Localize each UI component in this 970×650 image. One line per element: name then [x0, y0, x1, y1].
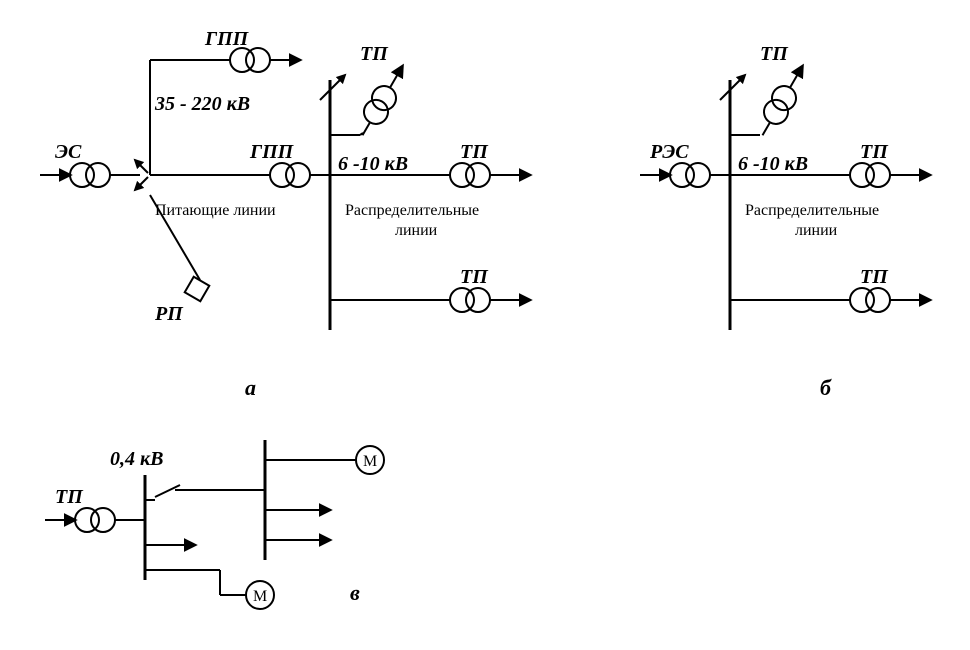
res-transformer-icon	[670, 163, 710, 187]
feed-lines-label: Питающие линии	[155, 202, 276, 219]
tp-c-label: ТП	[55, 486, 84, 508]
volt-c-label: 0,4 кВ	[110, 448, 163, 470]
motor-2-label: М	[363, 453, 377, 470]
tp-c-transformer-icon	[75, 508, 115, 532]
dist-lines-b-1: Распределительные	[745, 202, 879, 219]
dist-lines-a-2: линии	[395, 222, 438, 239]
diagram-b: РЭС ТП 6 -10 кВ ТП ТП Распределительные …	[640, 43, 930, 400]
tp-bot-b-transformer-icon	[850, 288, 890, 312]
caption-a: а	[245, 375, 256, 400]
gpp-top-transformer-icon	[230, 48, 270, 72]
caption-c: в	[350, 580, 360, 605]
tp-top-b-transformer-icon	[752, 60, 813, 141]
dist-lines-a-1: Распределительные	[345, 202, 479, 219]
es-label: ЭС	[55, 141, 82, 163]
diagram-a: ЭС ГПП 35 - 220 кВ ГПП Питающие линии РП…	[40, 28, 530, 400]
tp-top-transformer-icon	[352, 60, 413, 141]
gpp-top-label: ГПП	[204, 28, 250, 50]
gpp-mid-transformer-icon	[270, 163, 310, 187]
tp-mid-b-label: ТП	[860, 141, 889, 163]
tp-mid-label: ТП	[460, 141, 489, 163]
electrical-diagram: ЭС ГПП 35 - 220 кВ ГПП Питающие линии РП…	[0, 0, 970, 650]
tp-mid-b-transformer-icon	[850, 163, 890, 187]
volt-b-label: 6 -10 кВ	[738, 153, 808, 175]
dist-lines-b-2: линии	[795, 222, 838, 239]
gpp-mid-label: ГПП	[249, 141, 295, 163]
res-label: РЭС	[649, 141, 689, 163]
tp-top-b-label: ТП	[760, 43, 789, 65]
caption-b: б	[820, 375, 832, 400]
rp-label: РП	[154, 303, 184, 325]
motor-1-label: М	[253, 588, 267, 605]
tp-bot-label: ТП	[460, 266, 489, 288]
diagram-c: ТП 0,4 кВ М М в	[45, 440, 384, 609]
volt-top-label: 35 - 220 кВ	[154, 93, 250, 115]
es-transformer-icon	[70, 163, 110, 187]
tp-mid-transformer-icon	[450, 163, 490, 187]
tp-bot-b-label: ТП	[860, 266, 889, 288]
volt-mid-label-a: 6 -10 кВ	[338, 153, 408, 175]
tp-bot-transformer-icon	[450, 288, 490, 312]
rp-box-icon	[185, 277, 210, 302]
tp-top-label: ТП	[360, 43, 389, 65]
